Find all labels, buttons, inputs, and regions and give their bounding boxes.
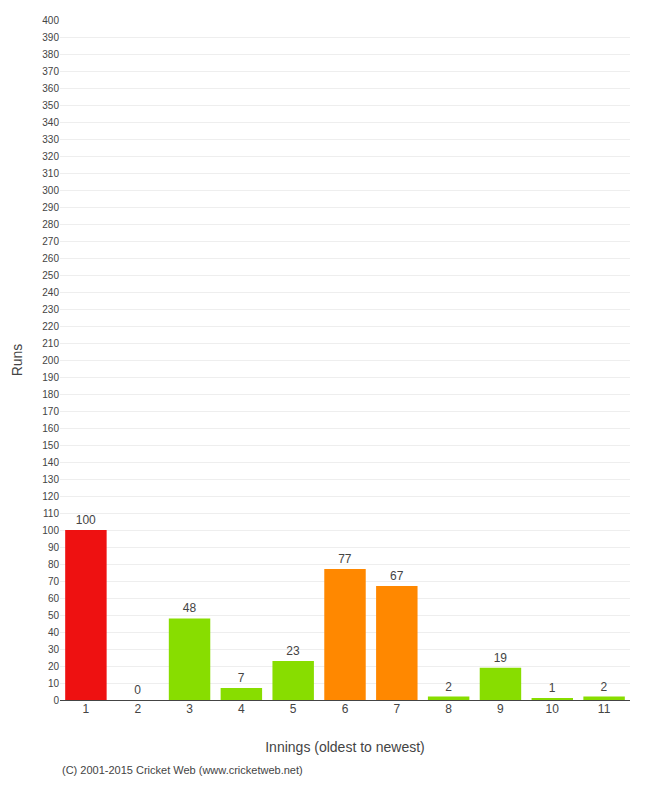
svg-text:19: 19 <box>494 651 508 665</box>
svg-text:40: 40 <box>48 627 60 638</box>
svg-text:1: 1 <box>83 702 90 716</box>
svg-text:2: 2 <box>601 680 608 694</box>
svg-text:130: 130 <box>42 474 59 485</box>
svg-text:50: 50 <box>48 610 60 621</box>
svg-text:390: 390 <box>42 32 59 43</box>
svg-text:77: 77 <box>338 552 352 566</box>
svg-text:20: 20 <box>48 661 60 672</box>
svg-text:3: 3 <box>186 702 193 716</box>
svg-text:8: 8 <box>445 702 452 716</box>
svg-text:2: 2 <box>445 680 452 694</box>
svg-text:280: 280 <box>42 219 59 230</box>
svg-text:6: 6 <box>342 702 349 716</box>
svg-text:270: 270 <box>42 236 59 247</box>
svg-text:48: 48 <box>183 601 197 615</box>
svg-text:100: 100 <box>76 513 96 527</box>
svg-text:120: 120 <box>42 491 59 502</box>
svg-text:2: 2 <box>134 702 141 716</box>
svg-text:11: 11 <box>598 702 611 716</box>
svg-text:340: 340 <box>42 117 59 128</box>
svg-text:10: 10 <box>48 678 60 689</box>
svg-text:80: 80 <box>48 559 60 570</box>
svg-text:(C) 2001-2015 Cricket Web (www: (C) 2001-2015 Cricket Web (www.cricketwe… <box>62 764 303 776</box>
svg-text:160: 160 <box>42 423 59 434</box>
svg-text:7: 7 <box>238 671 245 685</box>
svg-text:170: 170 <box>42 406 59 417</box>
svg-text:90: 90 <box>48 542 60 553</box>
svg-text:Innings (oldest to newest): Innings (oldest to newest) <box>265 739 425 755</box>
svg-text:110: 110 <box>43 508 59 519</box>
svg-text:380: 380 <box>42 49 59 60</box>
svg-text:350: 350 <box>42 100 59 111</box>
svg-text:180: 180 <box>42 389 59 400</box>
svg-text:10: 10 <box>546 702 560 716</box>
svg-text:70: 70 <box>48 576 60 587</box>
svg-text:150: 150 <box>42 440 59 451</box>
svg-text:210: 210 <box>42 338 59 349</box>
svg-text:250: 250 <box>42 270 59 281</box>
svg-text:370: 370 <box>42 66 59 77</box>
svg-text:310: 310 <box>42 168 59 179</box>
svg-text:140: 140 <box>42 457 59 468</box>
svg-text:400: 400 <box>42 15 59 26</box>
svg-text:1: 1 <box>549 681 556 695</box>
svg-text:100: 100 <box>42 525 59 536</box>
svg-text:4: 4 <box>238 702 245 716</box>
svg-text:5: 5 <box>290 702 297 716</box>
svg-text:0: 0 <box>134 683 141 697</box>
svg-text:290: 290 <box>42 202 59 213</box>
svg-text:0: 0 <box>53 695 59 706</box>
svg-text:240: 240 <box>42 287 59 298</box>
svg-text:360: 360 <box>42 83 59 94</box>
svg-text:330: 330 <box>42 134 59 145</box>
svg-text:67: 67 <box>390 569 404 583</box>
svg-text:320: 320 <box>42 151 59 162</box>
svg-text:300: 300 <box>42 185 59 196</box>
svg-text:23: 23 <box>286 644 300 658</box>
svg-text:30: 30 <box>48 644 60 655</box>
svg-text:Runs: Runs <box>9 344 25 377</box>
svg-text:190: 190 <box>42 372 59 383</box>
svg-text:220: 220 <box>42 321 59 332</box>
svg-text:260: 260 <box>42 253 59 264</box>
svg-text:230: 230 <box>42 304 59 315</box>
svg-text:60: 60 <box>48 593 60 604</box>
svg-text:7: 7 <box>393 702 400 716</box>
svg-text:9: 9 <box>497 702 504 716</box>
svg-text:200: 200 <box>42 355 59 366</box>
